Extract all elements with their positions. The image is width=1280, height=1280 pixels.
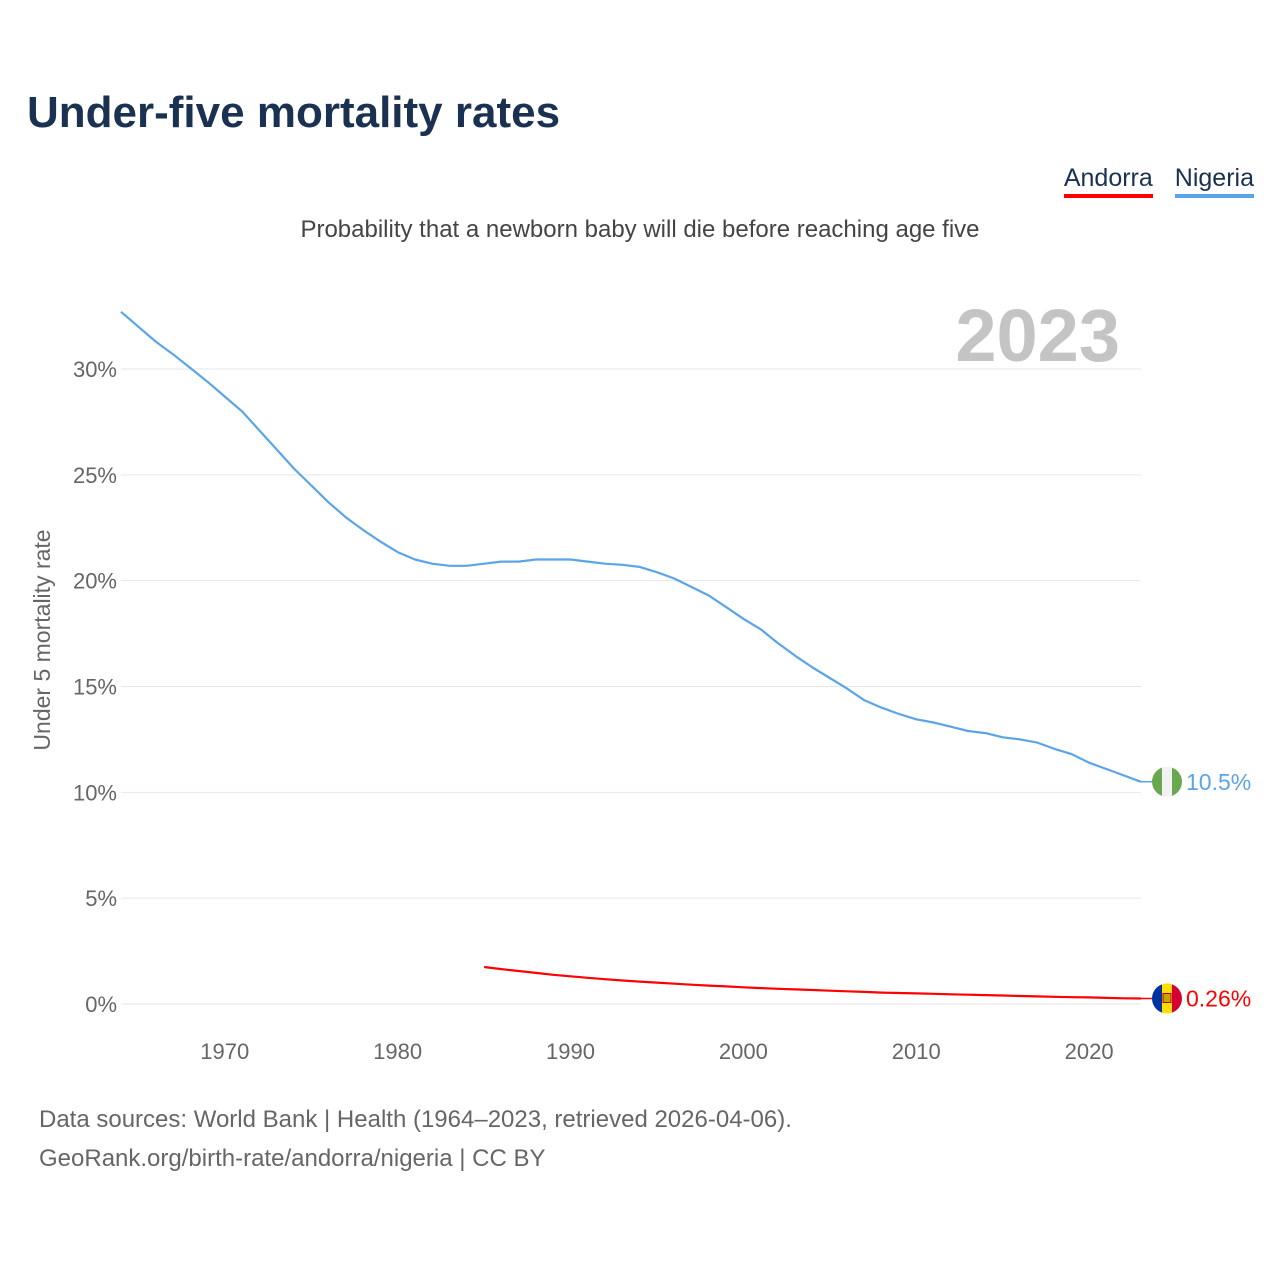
data-source-note: Data sources: World Bank | Health (1964–… xyxy=(39,1106,792,1133)
flag-stripe xyxy=(1152,766,1162,797)
attribution-link[interactable]: GeoRank.org/birth-rate/andorra/nigeria |… xyxy=(39,1145,546,1172)
series-line-andorra xyxy=(483,965,1142,1000)
end-value-label: 10.5% xyxy=(1186,769,1251,795)
legend-item-nigeria[interactable]: Nigeria xyxy=(1174,164,1254,198)
flag-emblem xyxy=(1162,992,1172,1003)
y-ticks: 0% 5% 10% 15% 20% 25% 30% xyxy=(73,357,117,1017)
series-line-nigeria xyxy=(120,310,1142,783)
flag-stripe xyxy=(1172,766,1182,797)
x-tick-label: 2020 xyxy=(1065,1039,1114,1064)
y-tick-label: 15% xyxy=(73,675,117,700)
flag-stripe xyxy=(1172,983,1182,1014)
current-year-label: 2023 xyxy=(955,294,1120,377)
x-tick-label: 1990 xyxy=(546,1039,595,1064)
andorra-flag-icon xyxy=(1152,983,1182,1014)
flag-stripe xyxy=(1152,983,1162,1014)
chart-title: Under-five mortality rates xyxy=(27,88,561,137)
series-lines xyxy=(120,310,1142,1000)
legend-item-andorra[interactable]: Andorra xyxy=(1063,164,1153,198)
legend: Andorra Nigeria xyxy=(1063,164,1254,198)
x-ticks: 1970 1980 1990 2000 2010 2020 xyxy=(200,1039,1113,1064)
x-tick-label: 1980 xyxy=(373,1039,422,1064)
y-tick-label: 20% xyxy=(73,569,117,594)
y-tick-label: 25% xyxy=(73,463,117,488)
end-value-label: 0.26% xyxy=(1186,985,1251,1011)
x-tick-label: 2010 xyxy=(892,1039,941,1064)
nigeria-flag-icon xyxy=(1152,766,1182,797)
flag-stripe xyxy=(1162,766,1172,797)
y-tick-label: 30% xyxy=(73,357,117,382)
chart-subtitle: Probability that a newborn baby will die… xyxy=(300,216,980,243)
gridlines xyxy=(121,368,1141,1005)
line-chart: 2023 Under 5 mortality rate 0% 5% 10% 15% 20… xyxy=(29,294,1251,1064)
series-end-markers: 0.26% 10.5% xyxy=(1141,766,1251,1014)
x-tick-label: 2000 xyxy=(719,1039,768,1064)
y-tick-label: 5% xyxy=(85,886,117,911)
y-axis-label: Under 5 mortality rate xyxy=(29,529,55,750)
x-tick-label: 1970 xyxy=(200,1039,249,1064)
y-tick-label: 10% xyxy=(73,780,117,805)
y-tick-label: 0% xyxy=(85,992,117,1017)
